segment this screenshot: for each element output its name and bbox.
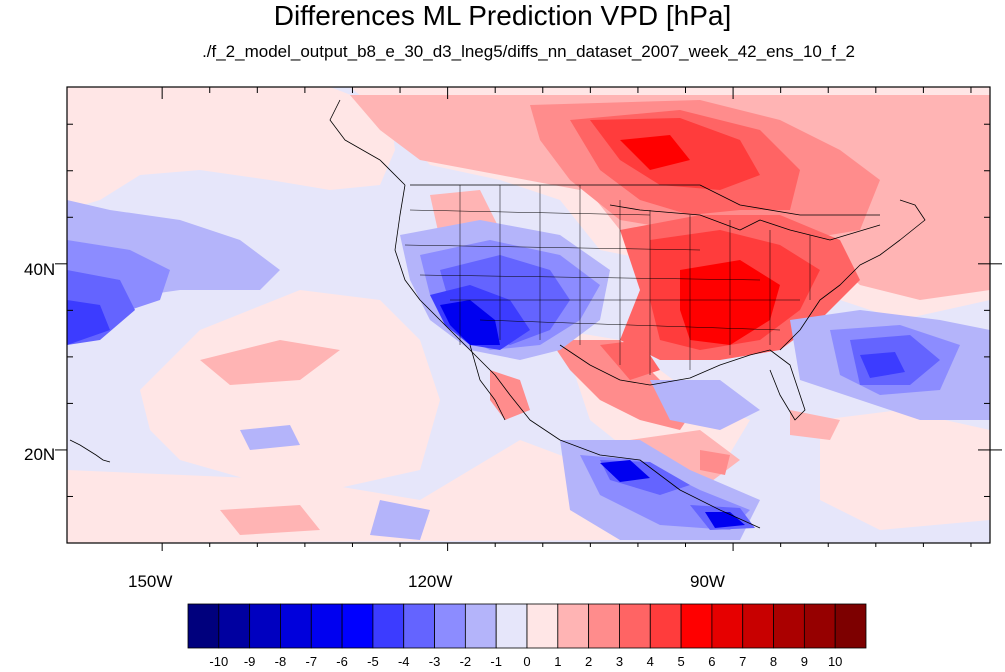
- colorbar-swatch: [649, 603, 682, 649]
- colorbar-tick-label: -6: [336, 654, 348, 669]
- colorbar-tick-label: 7: [739, 654, 747, 669]
- colorbar-swatch: [280, 603, 312, 649]
- colorbar-swatch: [187, 603, 220, 649]
- colorbar-tick-label: -9: [243, 654, 256, 669]
- negative-anomaly-max: [440, 300, 745, 528]
- axis-ticks: [55, 87, 1002, 551]
- colorbar-tick-label: -2: [459, 654, 472, 669]
- colorbar-swatch: [310, 603, 343, 649]
- colorbar-tick-label: 8: [769, 654, 778, 669]
- colorbar-tick-label: 10: [827, 654, 843, 669]
- colorbar-tick-label: 9: [800, 654, 808, 669]
- colorbar-tick-label: -7: [305, 654, 318, 669]
- colorbar-swatch: [464, 603, 497, 649]
- colorbar-tick-label: 5: [677, 654, 685, 669]
- lat-label-40n: 40N: [24, 260, 56, 279]
- colorbar-tick-label: 4: [646, 654, 654, 669]
- colorbar-tick-label: -1: [490, 654, 502, 669]
- colorbar-tick-label: -10: [209, 654, 229, 669]
- colorbar-swatch: [834, 603, 867, 649]
- lon-label-90w: 90W: [690, 572, 725, 591]
- islands: [69, 439, 111, 463]
- lon-label-120w: 120W: [408, 572, 453, 591]
- colorbar-swatch: [495, 603, 528, 649]
- colorbar-swatch: [711, 603, 744, 649]
- colorbar-tick-label: -4: [397, 654, 410, 669]
- colorbar-tick-label: -3: [428, 654, 441, 669]
- colorbar-tick-label: 1: [554, 654, 562, 669]
- colorbar-swatch: [526, 603, 559, 649]
- colorbar-swatch: [588, 603, 620, 649]
- map-subtitle: ./f_2_model_output_b8_e_30_d3_lneg5/diff…: [202, 42, 855, 61]
- colorbar-swatch: [680, 603, 713, 649]
- colorbar-swatch: [341, 603, 374, 649]
- lat-label-20n: 20N: [24, 445, 56, 464]
- state-borders: [404, 185, 811, 375]
- colorbar-swatch: [434, 603, 466, 649]
- colorbar-swatch: [742, 603, 774, 649]
- vpd-difference-field: [67, 87, 990, 543]
- colorbar-swatch: [403, 603, 435, 649]
- colorbar-tick-label: -5: [367, 654, 379, 669]
- colorbar-tick-label: -8: [274, 654, 287, 669]
- map-title: Differences ML Prediction VPD [hPa]: [273, 0, 732, 31]
- colorbar-swatch: [218, 603, 251, 649]
- colorbar-swatch: [557, 603, 590, 649]
- plot-frame: [66, 86, 991, 544]
- colorbar-tick-label: 2: [585, 654, 593, 669]
- colorbar-swatch: [249, 603, 281, 649]
- colorbar-swatch: [803, 603, 836, 649]
- colorbar-swatch: [372, 603, 405, 649]
- lon-label-150w: 150W: [128, 572, 173, 591]
- colorbar-swatch: [619, 603, 651, 649]
- colorbar-tick-label: 3: [615, 654, 624, 669]
- colorbar-swatch: [773, 603, 805, 649]
- colorbar-tick-label: 6: [708, 654, 716, 669]
- colorbar-tick-label: 0: [523, 654, 531, 669]
- colorbar: [187, 603, 867, 649]
